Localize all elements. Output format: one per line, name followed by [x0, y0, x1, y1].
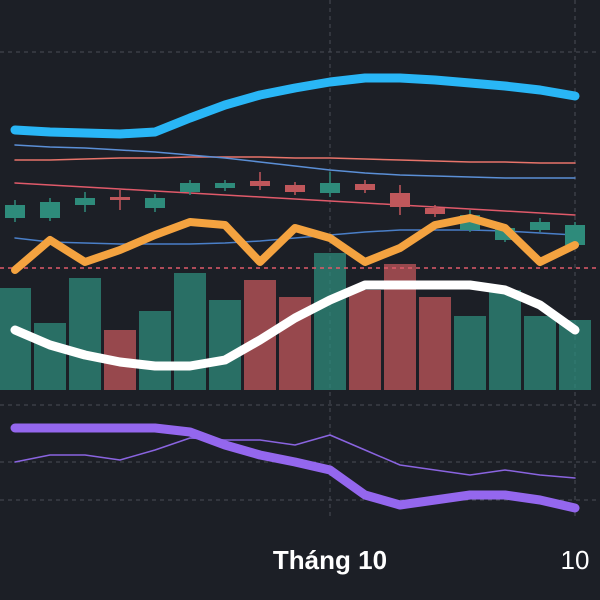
- candle-body: [355, 184, 375, 190]
- candle-body: [215, 183, 235, 188]
- candle-body: [110, 197, 130, 200]
- candle-body: [285, 185, 305, 192]
- candle-body: [40, 202, 60, 218]
- candle-body: [250, 181, 270, 186]
- volume-bar: [314, 253, 346, 390]
- indicator-line: [14, 229, 576, 245]
- volume-bar: [209, 300, 241, 390]
- indicator-line: [14, 144, 576, 179]
- indicator-line: [14, 434, 576, 479]
- volume-bar: [139, 311, 171, 390]
- indicator-line: [10, 73, 580, 139]
- volume-bar: [419, 297, 451, 390]
- volume-bar: [174, 273, 206, 390]
- candle-body: [320, 183, 340, 193]
- candle-body: [565, 225, 585, 245]
- candle-body: [145, 198, 165, 208]
- indicator-line: [14, 156, 576, 164]
- candle-body: [5, 205, 25, 218]
- plot: Tháng 10 10: [0, 73, 600, 575]
- indicator-line: [14, 182, 576, 216]
- indicator-line: [10, 280, 580, 371]
- volume-bar: [524, 316, 556, 390]
- volume-bar: [489, 290, 521, 390]
- candle-body: [425, 208, 445, 214]
- candle-body: [75, 198, 95, 205]
- volume-bar: [69, 278, 101, 390]
- volume-bar: [34, 323, 66, 390]
- candle-body: [390, 193, 410, 207]
- candle-body: [180, 183, 200, 192]
- x-tick-label: Tháng 10: [273, 545, 387, 575]
- volume-bar: [349, 290, 381, 390]
- volume-bar: [454, 316, 486, 390]
- x-tick-label: 10: [561, 545, 590, 575]
- indicator-line: [11, 214, 579, 274]
- candle-body: [530, 222, 550, 230]
- indicator-line: [10, 423, 580, 513]
